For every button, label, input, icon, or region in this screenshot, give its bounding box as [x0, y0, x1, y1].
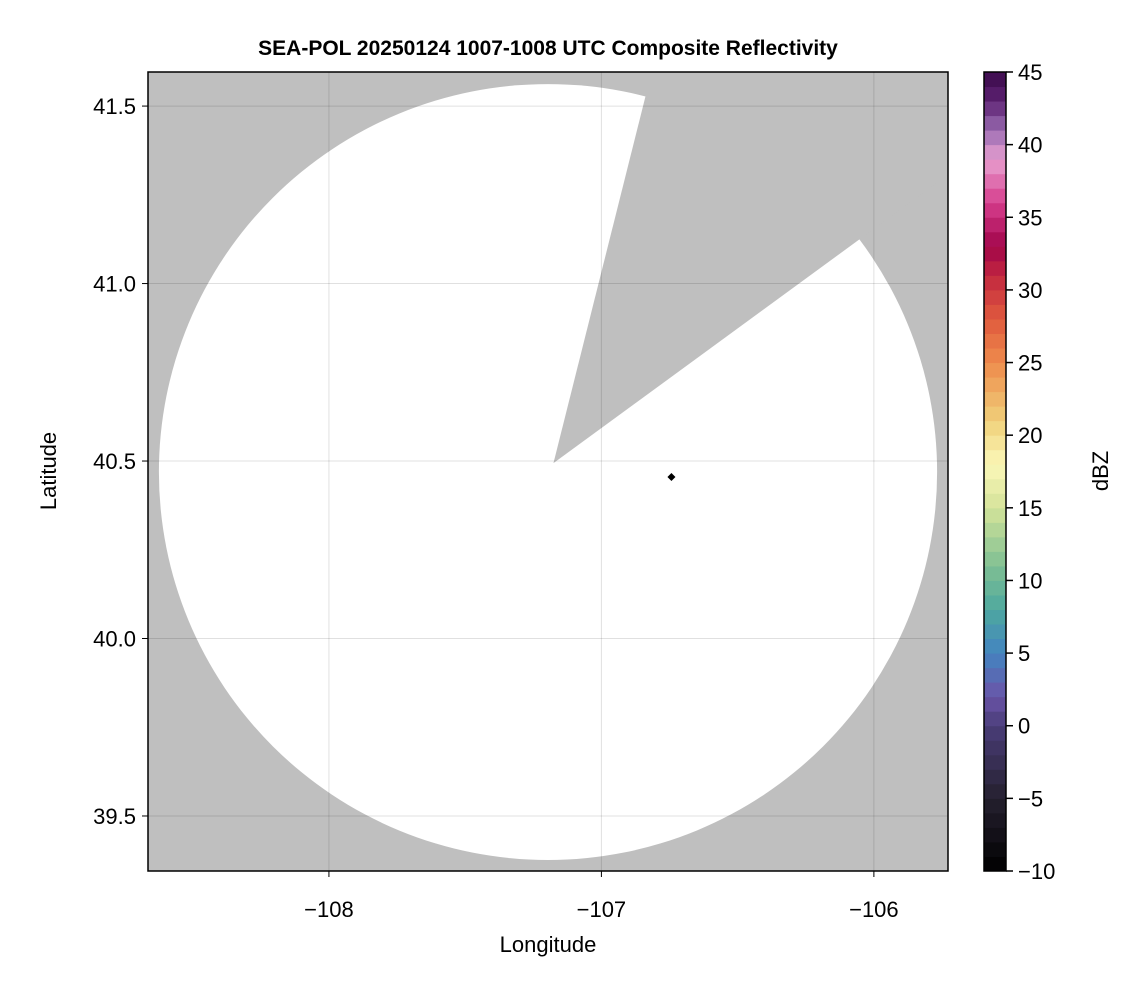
chart-title: SEA-POL 20250124 1007-1008 UTC Composite… [258, 37, 838, 60]
x-tick-label: −106 [849, 897, 899, 922]
colorbar-band [984, 217, 1006, 233]
colorbar-band [984, 783, 1006, 799]
colorbar-band [984, 624, 1006, 640]
colorbar-band [984, 391, 1006, 407]
colorbar-band [984, 711, 1006, 727]
colorbar-band [984, 565, 1006, 581]
colorbar-band [984, 841, 1006, 857]
colorbar-tick-label: 40 [1018, 133, 1042, 158]
blocked-sector [553, 72, 948, 464]
colorbar-band [984, 101, 1006, 117]
colorbar-band [984, 682, 1006, 698]
colorbar-band [984, 246, 1006, 262]
plot-area: −108 −107 −106 39.5 40.0 40.5 41.0 41.5 [93, 71, 949, 922]
colorbar-band [984, 653, 1006, 669]
colorbar-band [984, 609, 1006, 625]
colorbar-band [984, 638, 1006, 654]
colorbar-band [984, 333, 1006, 349]
colorbar-band [984, 580, 1006, 596]
colorbar-tick-label: 45 [1018, 60, 1042, 85]
colorbar-tick-label: 5 [1018, 641, 1030, 666]
data-layer [148, 72, 948, 871]
colorbar-band [984, 275, 1006, 291]
colorbar-band [984, 478, 1006, 494]
plot-frame [147, 71, 949, 872]
colorbar-tick-label: −5 [1018, 786, 1043, 811]
colorbar-frame [983, 71, 1007, 872]
y-axis-label: Latitude [36, 432, 61, 510]
colorbar-band [984, 435, 1006, 451]
y-tick-label: 41.0 [93, 272, 136, 297]
colorbar-band [984, 493, 1006, 509]
colorbar-band [984, 159, 1006, 175]
colorbar-tick-label: 15 [1018, 496, 1042, 521]
colorbar-band [984, 318, 1006, 334]
colorbar-band [984, 377, 1006, 393]
colorbar-band [984, 289, 1006, 305]
colorbar-band [984, 86, 1006, 102]
colorbar-tick-label: 10 [1018, 568, 1042, 593]
colorbar-band [984, 420, 1006, 436]
colorbar-band [984, 725, 1006, 741]
colorbar-tick-label: 30 [1018, 278, 1042, 303]
colorbar-band [984, 72, 1006, 88]
colorbar-band [984, 464, 1006, 480]
colorbar-band [984, 173, 1006, 189]
colorbar-band [984, 260, 1006, 276]
colorbar-band [984, 188, 1006, 204]
x-tick-label: −107 [577, 897, 627, 922]
colorbar-band [984, 362, 1006, 378]
y-tick-label: 40.5 [93, 449, 136, 474]
colorbar-band [984, 202, 1006, 218]
colorbar-band [984, 507, 1006, 523]
colorbar-band [984, 536, 1006, 552]
colorbar-band [984, 551, 1006, 567]
colorbar-band [984, 769, 1006, 785]
colorbar-band [984, 449, 1006, 465]
colorbar-band [984, 130, 1006, 146]
y-tick-label: 39.5 [93, 804, 136, 829]
x-axis-label: Longitude [500, 932, 597, 957]
colorbar-band [984, 522, 1006, 538]
colorbar-band [984, 754, 1006, 770]
colorbar-band [984, 231, 1006, 247]
colorbar-band [984, 406, 1006, 422]
colorbar-tick-label: 20 [1018, 423, 1042, 448]
colorbar-band [984, 667, 1006, 683]
colorbar-band [984, 740, 1006, 756]
x-tick-label: −108 [304, 897, 354, 922]
y-tick-label: 40.0 [93, 627, 136, 652]
colorbar-band [984, 144, 1006, 160]
colorbar-band [984, 348, 1006, 364]
colorbar-band [984, 696, 1006, 712]
colorbar: −10 −5 0 5 10 15 20 25 30 35 40 45 [983, 60, 1055, 884]
colorbar-band [984, 827, 1006, 843]
colorbar-tick-label: 0 [1018, 714, 1030, 739]
colorbar-band [984, 115, 1006, 131]
colorbar-tick-label: −10 [1018, 859, 1055, 884]
colorbar-band [984, 856, 1006, 872]
colorbar-label: dBZ [1088, 451, 1113, 491]
colorbar-tick-label: 35 [1018, 205, 1042, 230]
colorbar-band [984, 798, 1006, 814]
radar-site-marker [667, 473, 676, 482]
colorbar-band [984, 594, 1006, 611]
y-tick-label: 41.5 [93, 94, 136, 119]
colorbar-tick-label: 25 [1018, 351, 1042, 376]
colorbar-band [984, 304, 1006, 320]
colorbar-band [984, 812, 1006, 828]
